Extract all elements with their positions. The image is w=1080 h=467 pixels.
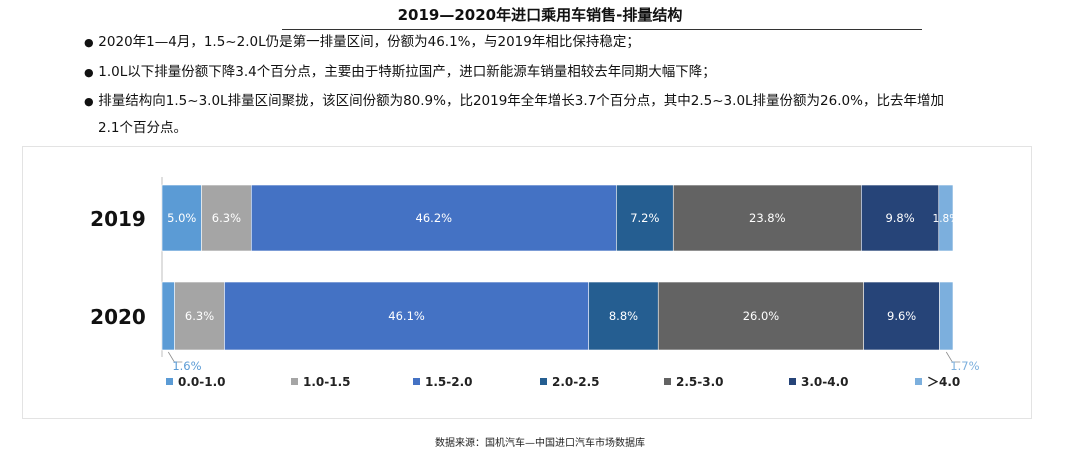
bar-2020-＞4.0 [939, 281, 954, 351]
legend-label-2.0-2.5: 2.0-2.5 [552, 375, 600, 389]
legend-label-1.0-1.5: 1.0-1.5 [303, 375, 351, 389]
bullet-1-text: 2020年1—4月，1.5~2.0L仍是第一排量区间，份额为46.1%，与201… [98, 34, 640, 50]
bar-2019-2.0-2.5 [616, 184, 674, 252]
legend-label-0.0-1.0: 0.0-1.0 [178, 375, 226, 389]
bullet-dot-icon: ● [84, 66, 94, 79]
bar-2019-0.0-1.0 [161, 184, 202, 252]
legend-label-2.5-3.0: 2.5-3.0 [676, 375, 724, 389]
legend-swatch-0.0-1.0 [166, 378, 173, 385]
bar-2019-1.5-2.0 [250, 184, 617, 252]
data-label-2020-＞4.0: 1.7% [950, 359, 979, 373]
data-label-2019-2.5-3.0: 23.8% [749, 211, 786, 225]
bar-2020-2.5-3.0 [657, 281, 865, 351]
bullet-2-text: 1.0L以下排量份额下降3.4个百分点，主要由于特斯拉国产，进口新能源车销量相较… [98, 64, 716, 80]
bar-2019-2.5-3.0 [672, 184, 862, 252]
legend-swatch-1.5-2.0 [413, 378, 420, 385]
legend-label-＞4.0: ＞4.0 [927, 375, 960, 389]
data-label-2019-0.0-1.0: 5.0% [167, 211, 196, 225]
data-source: 数据来源：国机汽车—中国进口汽车市场数据库 [435, 438, 645, 449]
data-label-2020-0.0-1.0: 1.6% [172, 359, 201, 373]
legend-label-3.0-4.0: 3.0-4.0 [801, 375, 849, 389]
category-label-2020: 2020 [90, 305, 146, 329]
legend-label-1.5-2.0: 1.5-2.0 [425, 375, 473, 389]
title-underline [282, 29, 922, 30]
bullet-2: ● 1.0L以下排量份额下降3.4个百分点，主要由于特斯拉国产，进口新能源车销量… [84, 61, 716, 84]
data-label-2020-1.5-2.0: 46.1% [388, 309, 425, 323]
bar-2020-0.0-1.0 [161, 281, 175, 351]
data-label-2019-＞4.0: 1.8% [933, 213, 960, 225]
category-label-2019: 2019 [90, 207, 146, 231]
bar-2019-3.0-4.0 [861, 184, 940, 252]
data-label-2020-1.0-1.5: 6.3% [185, 309, 214, 323]
data-label-2019-2.0-2.5: 7.2% [630, 211, 659, 225]
bullet-3: ● 排量结构向1.5~3.0L排量区间聚拢，该区间份额为80.9%，比2019年… [84, 90, 944, 113]
bar-2020-2.0-2.5 [588, 281, 659, 351]
bullet-1: ● 2020年1—4月，1.5~2.0L仍是第一排量区间，份额为46.1%，与2… [84, 31, 640, 54]
bullet-dot-icon: ● [84, 36, 94, 49]
leader-line-2020-＞4.0 [945, 351, 961, 363]
legend-swatch-2.0-2.5 [540, 378, 547, 385]
legend-swatch-1.0-1.5 [291, 378, 298, 385]
bullet-3-text: 排量结构向1.5~3.0L排量区间聚拢，该区间份额为80.9%，比2019年全年… [98, 93, 944, 109]
legend-swatch-2.5-3.0 [664, 378, 671, 385]
data-label-2020-3.0-4.0: 9.6% [887, 309, 916, 323]
legend-swatch-＞4.0 [915, 378, 922, 385]
page-title: 2019—2020年进口乘用车销售-排量结构 [397, 6, 683, 24]
bullet-3-continuation: 2.1个百分点。 [98, 120, 187, 136]
bar-2020-1.0-1.5 [174, 281, 225, 351]
bar-2019-＞4.0 [938, 184, 954, 252]
data-label-2020-2.0-2.5: 8.8% [609, 309, 638, 323]
data-label-2020-2.5-3.0: 26.0% [743, 309, 780, 323]
data-label-2019-3.0-4.0: 9.8% [885, 211, 914, 225]
bar-2020-1.5-2.0 [224, 281, 590, 351]
data-label-2019-1.5-2.0: 46.2% [416, 211, 453, 225]
legend-swatch-3.0-4.0 [789, 378, 796, 385]
bar-2020-3.0-4.0 [863, 281, 940, 351]
bullet-dot-icon: ● [84, 95, 94, 108]
leader-line-2020-0.0-1.0 [167, 351, 183, 363]
data-label-2019-1.0-1.5: 6.3% [212, 211, 241, 225]
